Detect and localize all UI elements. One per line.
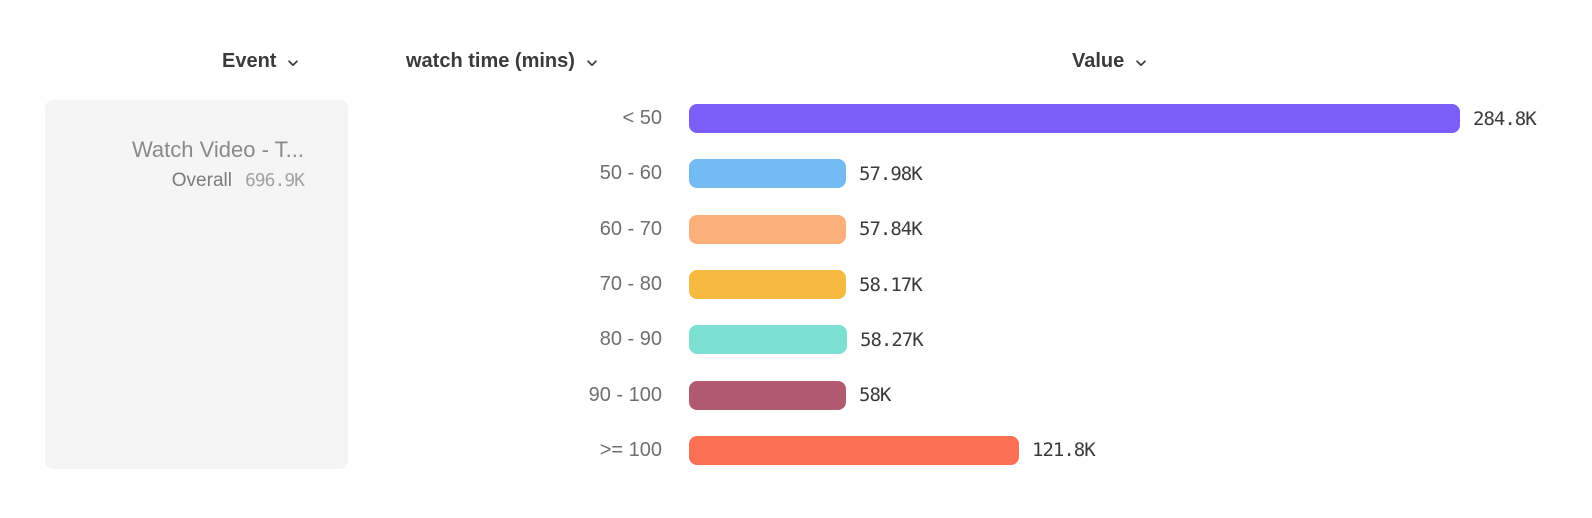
breakdown-column-label: watch time (mins) xyxy=(406,50,575,72)
value-column-label: Value xyxy=(1072,50,1125,72)
category-label: 50 - 60 xyxy=(599,162,662,185)
category-label: 60 - 70 xyxy=(599,217,662,240)
chart-row: >= 100 121.8K xyxy=(450,423,1536,478)
chart-row: 70 - 80 58.17K xyxy=(450,257,1536,312)
bar-value-label: 57.98K xyxy=(859,162,923,185)
bar-segment[interactable] xyxy=(689,435,1019,465)
chevron-down-icon xyxy=(585,56,599,70)
bar-value-label: 58.27K xyxy=(860,328,924,351)
event-overall-row: Overall 696.9K xyxy=(45,170,305,192)
bar-value-label: 58.17K xyxy=(859,273,923,296)
chart-row: 60 - 70 57.84K xyxy=(450,202,1536,257)
event-card[interactable]: Watch Video - T... Overall 696.9K xyxy=(45,100,348,469)
chevron-down-icon xyxy=(1134,56,1148,70)
category-label: < 50 xyxy=(622,107,662,130)
value-column-dropdown[interactable]: Value xyxy=(1072,50,1148,73)
bar-segment[interactable] xyxy=(689,325,847,355)
bar-segment[interactable] xyxy=(689,214,846,244)
bar-chart: < 50 284.8K 50 - 60 57.98K 60 - 70 57.84K 70 -… xyxy=(450,91,1537,478)
bar-value-label: 121.8K xyxy=(1032,439,1096,462)
category-label: 80 - 90 xyxy=(599,328,662,351)
bar-segment[interactable] xyxy=(689,380,846,410)
event-column-dropdown[interactable]: Event xyxy=(222,50,300,73)
bar-segment[interactable] xyxy=(689,159,846,189)
category-label: >= 100 xyxy=(599,438,662,461)
bar-segment[interactable] xyxy=(689,104,1460,134)
breakdown-column-dropdown[interactable]: watch time (mins) xyxy=(406,50,599,73)
bar-value-label: 57.84K xyxy=(859,218,923,241)
chevron-down-icon xyxy=(286,56,300,70)
overall-value: 696.9K xyxy=(244,170,305,191)
chart-row: 50 - 60 57.98K xyxy=(450,146,1536,201)
event-title: Watch Video - T... xyxy=(131,137,304,162)
bar-value-label: 284.8K xyxy=(1473,107,1537,130)
category-label: 90 - 100 xyxy=(588,383,662,406)
chart-row: < 50 284.8K xyxy=(450,91,1537,146)
category-label: 70 - 80 xyxy=(599,273,662,296)
bar-value-label: 58K xyxy=(859,384,891,407)
chart-row: 90 - 100 58K xyxy=(450,367,1536,422)
chart-row: 80 - 90 58.27K xyxy=(450,312,1536,367)
event-column-label: Event xyxy=(222,50,277,72)
bar-segment[interactable] xyxy=(689,270,846,300)
overall-label: Overall xyxy=(171,170,232,191)
